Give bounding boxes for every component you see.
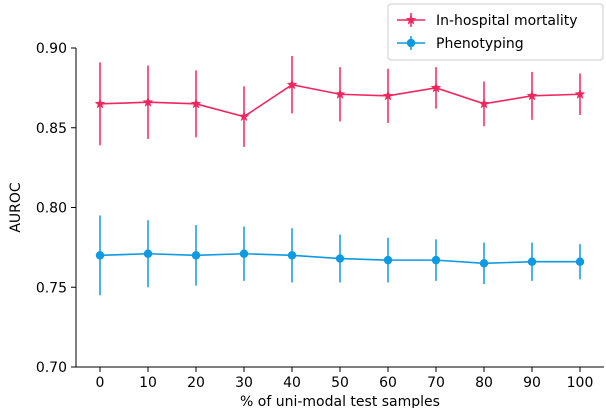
x-tick-label: 10 <box>139 375 157 391</box>
x-tick-label: 20 <box>187 375 205 391</box>
legend-marker <box>405 14 417 25</box>
data-point <box>190 98 202 109</box>
data-point <box>286 79 298 90</box>
axes: 0.70 0.75 0.80 0.85 0.90 0 10 20 30 40 50 60 70 80 90 1… <box>36 41 604 391</box>
legend: In-hospital mortality Phenotyping <box>387 3 604 61</box>
series-layer <box>94 55 586 296</box>
data-point <box>383 255 393 265</box>
legend-entry: Phenotyping <box>397 36 524 52</box>
x-tick-label: 50 <box>331 375 349 391</box>
y-tick-label: 0.90 <box>36 41 67 57</box>
data-point <box>430 82 442 93</box>
data-point <box>335 254 345 263</box>
data-point <box>526 90 538 101</box>
x-tick-label: 90 <box>523 375 541 391</box>
data-point <box>191 251 201 260</box>
data-point <box>334 88 346 99</box>
x-tick-label: 100 <box>567 375 594 391</box>
data-point <box>143 249 153 258</box>
legend-label: Phenotyping <box>436 36 524 52</box>
data-point <box>142 96 154 107</box>
legend-label: In-hospital mortality <box>436 13 578 29</box>
data-point <box>575 257 585 266</box>
data-point <box>431 255 441 265</box>
x-tick-label: 0 <box>96 375 105 391</box>
data-point <box>382 90 394 101</box>
x-axis-title: % of uni-modal test samples <box>240 394 440 408</box>
data-point <box>574 88 586 99</box>
data-point <box>239 249 249 258</box>
x-tick-label: 40 <box>283 375 301 391</box>
y-tick-label: 0.85 <box>36 121 67 137</box>
data-point <box>527 257 537 266</box>
series-in-hospital-mortality <box>94 55 586 147</box>
data-point <box>95 251 105 260</box>
x-tick-label: 30 <box>235 375 253 391</box>
y-tick-label: 0.80 <box>36 201 67 217</box>
legend-marker <box>406 38 416 48</box>
data-point <box>478 98 490 109</box>
y-axis-title: AUROC <box>8 182 24 233</box>
legend-entry: In-hospital mortality <box>397 13 578 29</box>
x-tick-label: 80 <box>475 375 493 391</box>
series-phenotyping <box>95 215 585 296</box>
x-tick-label: 70 <box>427 375 445 391</box>
data-point <box>479 259 489 268</box>
data-point <box>287 251 297 260</box>
x-tick-label: 60 <box>379 375 397 391</box>
legend-box <box>387 3 604 61</box>
y-tick-label: 0.70 <box>36 360 67 376</box>
data-point <box>94 98 106 109</box>
y-tick-label: 0.75 <box>36 280 67 296</box>
data-point <box>238 111 250 122</box>
